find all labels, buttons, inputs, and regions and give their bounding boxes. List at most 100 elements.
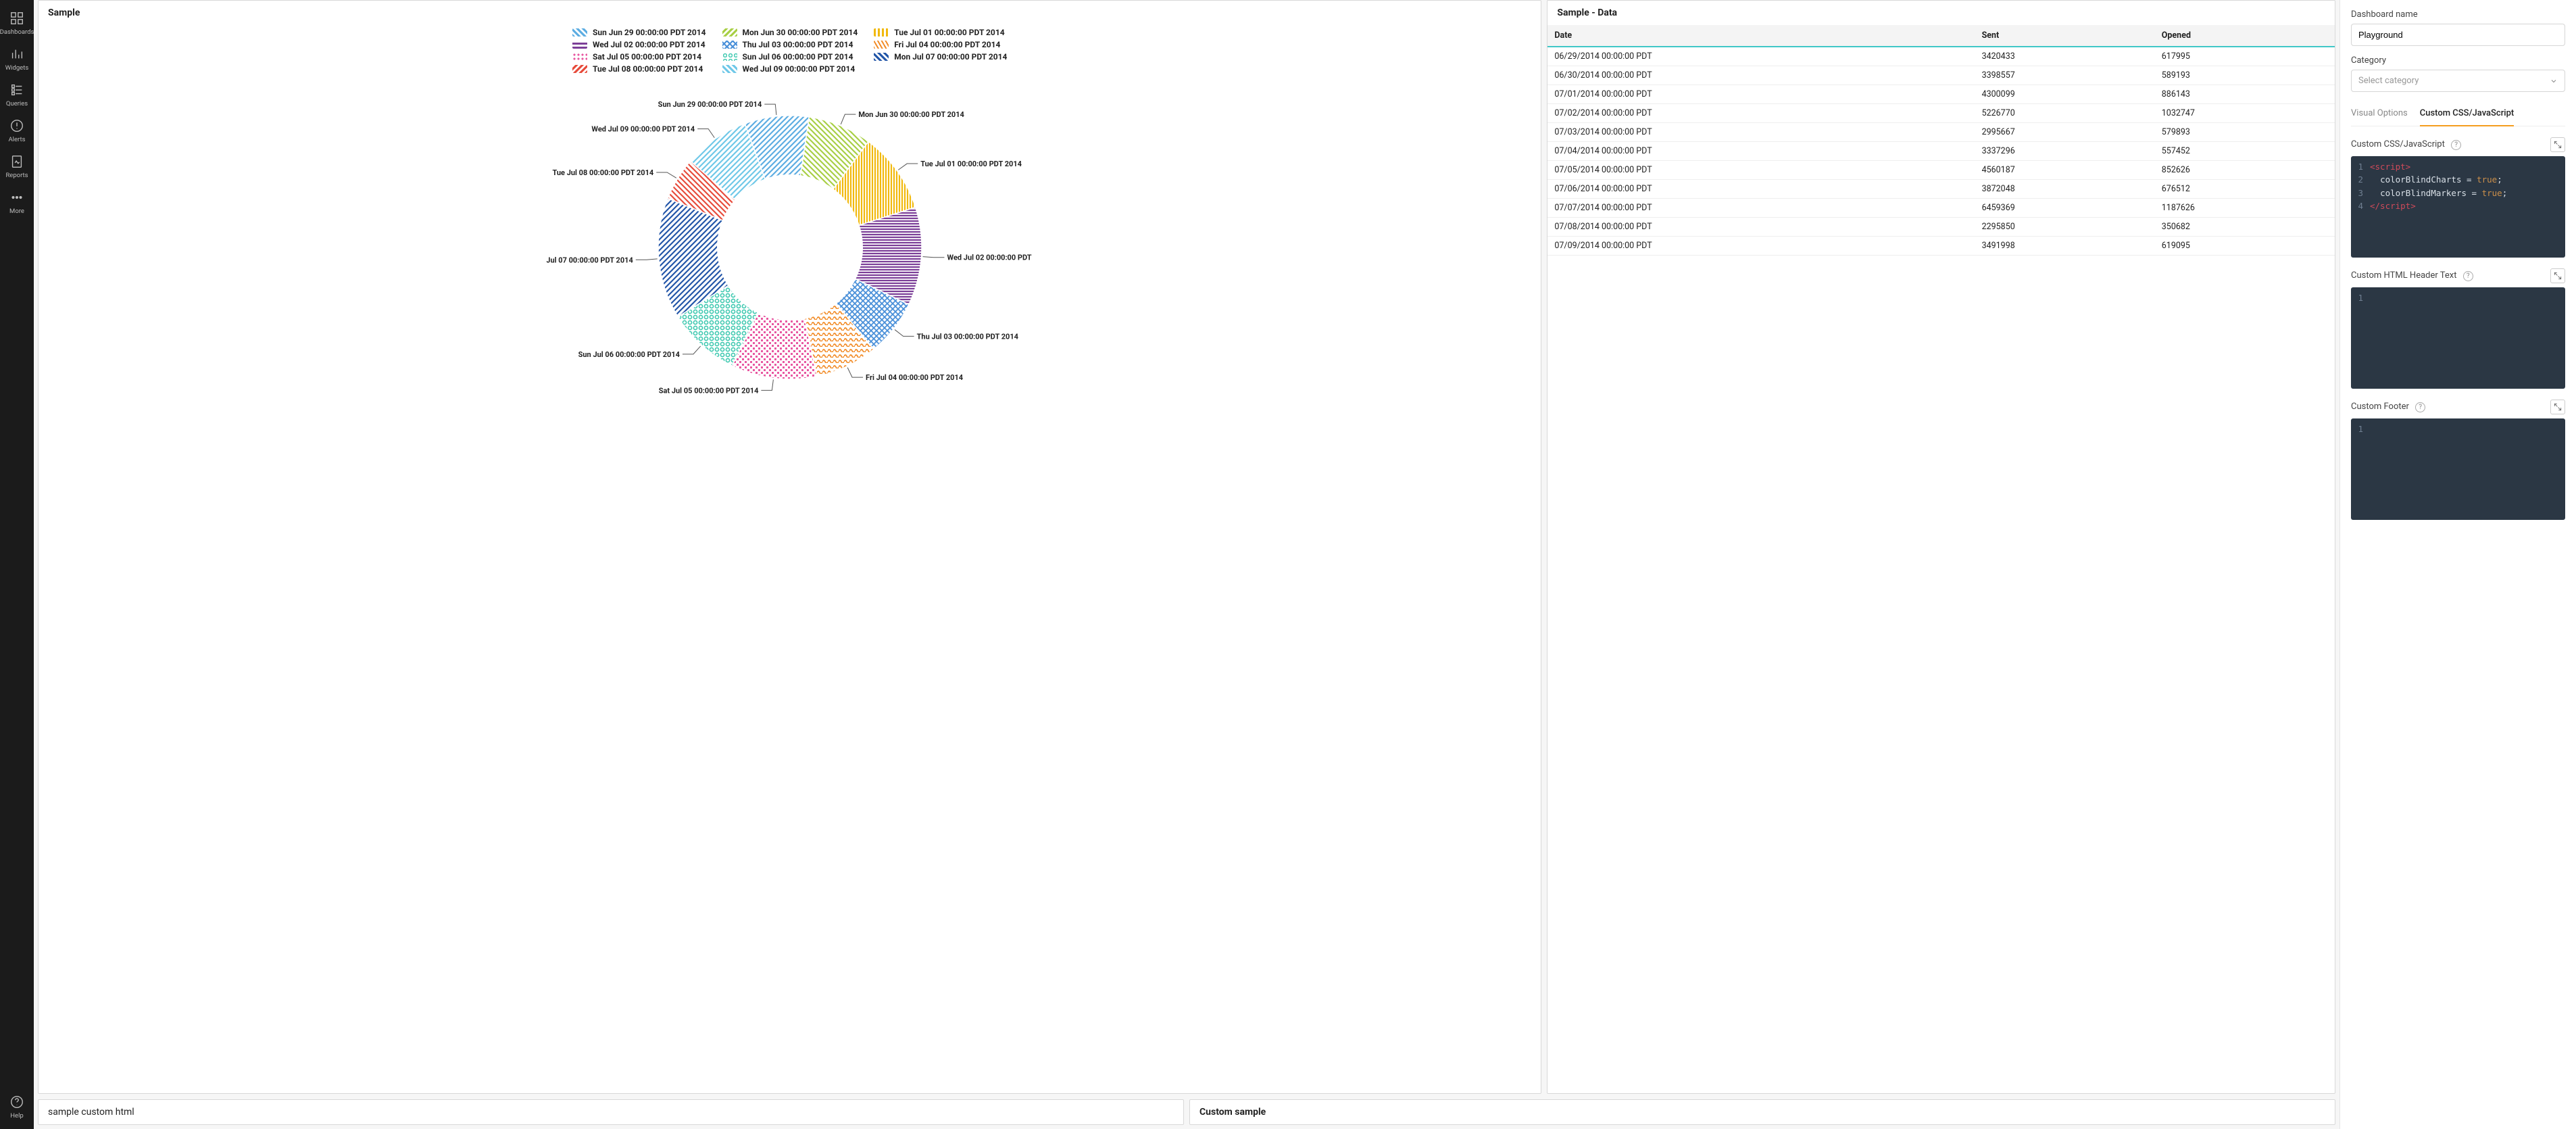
code-line: 1 [2351, 423, 2565, 435]
slice-label: Sun Jul 06 00:00:00 PDT 2014 [578, 350, 680, 359]
legend-label: Thu Jul 03 00:00:00 PDT 2014 [743, 40, 853, 49]
legend-item[interactable]: Mon Jul 07 00:00:00 PDT 2014 [874, 52, 1007, 62]
table-cell: 852626 [2155, 161, 2335, 180]
table-row[interactable]: 07/06/2014 00:00:00 PDT3872048676512 [1547, 180, 2335, 199]
table-cell: 619095 [2155, 237, 2335, 256]
dashboard-name-input[interactable] [2351, 24, 2565, 46]
table-cell: 3872048 [1975, 180, 2155, 199]
expand-icon[interactable] [2550, 268, 2565, 283]
alerts-icon [9, 118, 24, 133]
table-row[interactable]: 07/04/2014 00:00:00 PDT3337296557452 [1547, 142, 2335, 161]
leader-line [683, 346, 701, 354]
table-row[interactable]: 07/07/2014 00:00:00 PDT64593691187626 [1547, 199, 2335, 218]
table-cell: 3420433 [1975, 47, 2155, 66]
table-row[interactable]: 06/29/2014 00:00:00 PDT3420433617995 [1547, 47, 2335, 66]
table-cell: 1187626 [2155, 199, 2335, 218]
sidebar-label: Alerts [8, 136, 25, 143]
table-row[interactable]: 07/08/2014 00:00:00 PDT2295850350682 [1547, 218, 2335, 237]
table-cell: 07/07/2014 00:00:00 PDT [1547, 199, 1975, 218]
legend-item[interactable]: Tue Jul 08 00:00:00 PDT 2014 [572, 64, 706, 74]
table-row[interactable]: 07/02/2014 00:00:00 PDT52267701032747 [1547, 104, 2335, 123]
legend-swatch [722, 41, 737, 49]
expand-icon[interactable] [2550, 137, 2565, 152]
sidebar-label: Reports [5, 172, 28, 179]
table-cell: 3398557 [1975, 66, 2155, 85]
widgets-icon [9, 47, 24, 62]
data-table: DateSentOpened 06/29/2014 00:00:00 PDT34… [1547, 25, 2335, 256]
legend-swatch [572, 41, 587, 49]
table-cell: 07/03/2014 00:00:00 PDT [1547, 123, 1975, 142]
table-row[interactable]: 07/09/2014 00:00:00 PDT3491998619095 [1547, 237, 2335, 256]
code-line: 4</script> [2351, 199, 2565, 212]
code-editor-header[interactable]: 1 [2351, 287, 2565, 389]
sidebar-item-widgets[interactable]: Widgets [0, 40, 34, 76]
table-cell: 07/08/2014 00:00:00 PDT [1547, 218, 1975, 237]
panel-custom-html: sample custom html [38, 1099, 1184, 1125]
code-editor-cssjs[interactable]: 1<script>2 colorBlindCharts = true;3 col… [2351, 156, 2565, 258]
table-cell: 579893 [2155, 123, 2335, 142]
legend-label: Sat Jul 05 00:00:00 PDT 2014 [593, 52, 701, 62]
table-row[interactable]: 07/01/2014 00:00:00 PDT4300099886143 [1547, 85, 2335, 104]
sidebar-item-queries[interactable]: Queries [0, 76, 34, 112]
legend-item[interactable]: Mon Jun 30 00:00:00 PDT 2014 [722, 28, 858, 37]
table-header[interactable]: Date [1547, 25, 1975, 47]
table-cell: 4300099 [1975, 85, 2155, 104]
legend-item[interactable]: Sun Jul 06 00:00:00 PDT 2014 [722, 52, 858, 62]
table-cell: 4560187 [1975, 161, 2155, 180]
code-editor-footer[interactable]: 1 [2351, 418, 2565, 520]
table-row[interactable]: 06/30/2014 00:00:00 PDT3398557589193 [1547, 66, 2335, 85]
help-icon[interactable]: ? [2415, 402, 2425, 412]
table-cell: 3491998 [1975, 237, 2155, 256]
table-cell: 06/29/2014 00:00:00 PDT [1547, 47, 1975, 66]
sidebar-item-help[interactable]: Help [0, 1088, 34, 1129]
left-sidebar: Dashboards Widgets Queries Alerts Report… [0, 0, 34, 1129]
legend-label: Mon Jun 30 00:00:00 PDT 2014 [743, 28, 858, 37]
table-cell: 07/02/2014 00:00:00 PDT [1547, 104, 1975, 123]
legend-item[interactable]: Fri Jul 04 00:00:00 PDT 2014 [874, 40, 1007, 49]
sidebar-item-reports[interactable]: Reports [0, 147, 34, 183]
legend-label: Mon Jul 07 00:00:00 PDT 2014 [894, 52, 1007, 62]
category-label: Category [2351, 55, 2565, 66]
legend-label: Wed Jul 02 00:00:00 PDT 2014 [593, 40, 705, 49]
legend-item[interactable]: Sun Jun 29 00:00:00 PDT 2014 [572, 28, 706, 37]
expand-icon[interactable] [2550, 400, 2565, 414]
sidebar-item-more[interactable]: More [0, 183, 34, 219]
tab-custom-css-js[interactable]: Custom CSS/JavaScript [2420, 104, 2515, 126]
table-cell: 07/04/2014 00:00:00 PDT [1547, 142, 1975, 161]
donut-chart: Sun Jun 29 00:00:00 PDT 2014Mon Jun 30 0… [547, 82, 1033, 406]
legend-label: Wed Jul 09 00:00:00 PDT 2014 [743, 64, 856, 74]
table-cell: 6459369 [1975, 199, 2155, 218]
sidebar-label: More [9, 208, 24, 215]
legend-item[interactable]: Wed Jul 09 00:00:00 PDT 2014 [722, 64, 858, 74]
panel-title: Sample [39, 1, 1541, 25]
sidebar-item-alerts[interactable]: Alerts [0, 112, 34, 147]
table-header[interactable]: Opened [2155, 25, 2335, 47]
legend-item[interactable]: Sat Jul 05 00:00:00 PDT 2014 [572, 52, 706, 62]
legend-swatch [572, 65, 587, 73]
help-icon[interactable]: ? [2451, 140, 2461, 150]
reports-icon [9, 154, 24, 169]
tab-visual-options[interactable]: Visual Options [2351, 104, 2408, 126]
more-icon [9, 190, 24, 205]
sidebar-item-dashboards[interactable]: Dashboards [0, 4, 34, 40]
table-row[interactable]: 07/05/2014 00:00:00 PDT4560187852626 [1547, 161, 2335, 180]
slice-label: Sun Jun 29 00:00:00 PDT 2014 [658, 100, 762, 109]
sidebar-label: Widgets [5, 64, 28, 72]
table-row[interactable]: 07/03/2014 00:00:00 PDT2995667579893 [1547, 123, 2335, 142]
legend-item[interactable]: Thu Jul 03 00:00:00 PDT 2014 [722, 40, 858, 49]
dashboard-name-label: Dashboard name [2351, 9, 2565, 20]
table-cell: 2295850 [1975, 218, 2155, 237]
chevron-down-icon [2550, 77, 2558, 85]
leader-line [764, 104, 776, 115]
legend-item[interactable]: Tue Jul 01 00:00:00 PDT 2014 [874, 28, 1007, 37]
table-header[interactable]: Sent [1975, 25, 2155, 47]
category-select[interactable]: Select category [2351, 70, 2565, 92]
legend-label: Fri Jul 04 00:00:00 PDT 2014 [894, 40, 1000, 49]
help-icon[interactable]: ? [2463, 271, 2473, 281]
table-cell: 350682 [2155, 218, 2335, 237]
table-cell: 617995 [2155, 47, 2335, 66]
legend-item[interactable]: Wed Jul 02 00:00:00 PDT 2014 [572, 40, 706, 49]
slice-label: Sat Jul 05 00:00:00 PDT 2014 [658, 386, 758, 395]
table-cell: 557452 [2155, 142, 2335, 161]
legend-label: Tue Jul 08 00:00:00 PDT 2014 [593, 64, 703, 74]
